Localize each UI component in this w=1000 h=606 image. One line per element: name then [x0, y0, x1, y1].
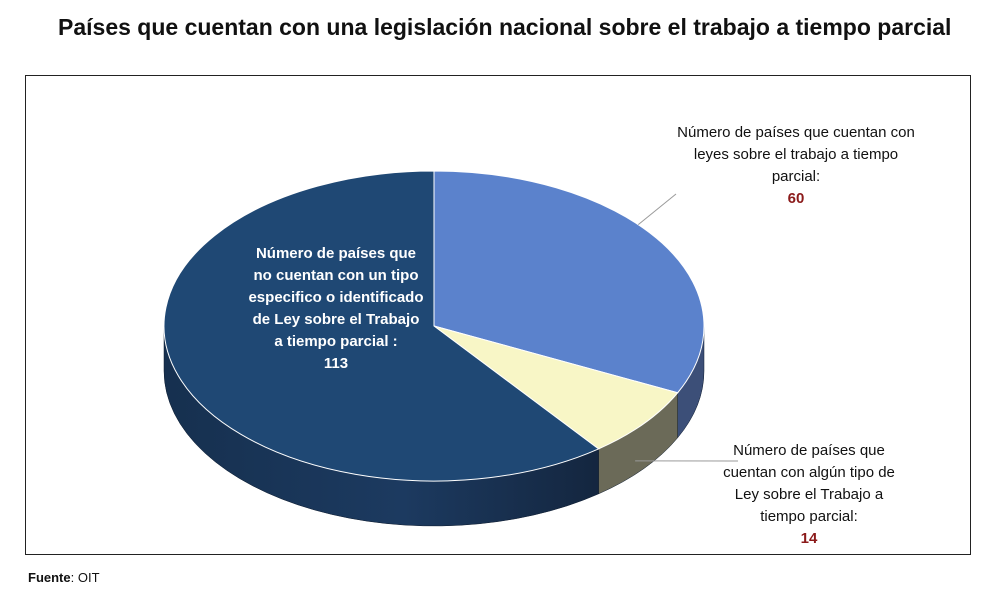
- slice-label-laws-line-1: Número de países que cuentan con: [677, 124, 915, 141]
- slice-value-no-law: 113: [323, 355, 349, 372]
- slice-label-no-law: Número de países que no cuentan con un t…: [226, 243, 446, 375]
- slice-label-some-law-line-1: Número de países que: [733, 442, 885, 459]
- leader-line-laws: [637, 193, 677, 226]
- slice-label-some-law-line-3: Ley sobre el Trabajo a: [734, 486, 884, 503]
- slice-label-no-law-line-2: no cuentan con un tipo: [253, 267, 419, 284]
- chart-title: Países que cuentan con una legislación n…: [58, 14, 952, 40]
- chart-frame: Número de países que cuentan con leyes s…: [25, 75, 971, 555]
- slice-label-no-law-line-3: especifico o identificado: [248, 289, 424, 306]
- slice-label-no-law-line-1: Número de países que: [255, 245, 417, 262]
- slice-label-some-law-line-4: tiempo parcial:: [760, 508, 858, 525]
- pie-slice-laws: [433, 170, 705, 394]
- slice-label-no-law-line-5: a tiempo parcial :: [274, 333, 398, 350]
- slice-label-some-law-line-2: cuentan con algún tipo de: [723, 464, 895, 481]
- source-label: Fuente: [28, 570, 71, 585]
- pie-chart: [163, 170, 739, 527]
- slice-label-laws: Número de países que cuentan con leyes s…: [651, 122, 941, 210]
- source-note: Fuente: OIT: [28, 570, 100, 585]
- source-text: : OIT: [70, 570, 100, 585]
- slice-label-some-law: Número de países que cuentan con algún t…: [694, 440, 924, 550]
- slice-label-laws-line-2: leyes sobre el trabajo a tiempo: [693, 146, 899, 163]
- slice-value-some-law: 14: [800, 530, 818, 547]
- slice-label-no-law-line-4: de Ley sobre el Trabajo: [252, 311, 420, 328]
- pie-slice-some-law: [433, 325, 679, 450]
- pie-slice-no-law: [163, 170, 600, 482]
- slice-value-laws: 60: [787, 190, 805, 207]
- slice-label-laws-line-3: parcial:: [771, 168, 821, 185]
